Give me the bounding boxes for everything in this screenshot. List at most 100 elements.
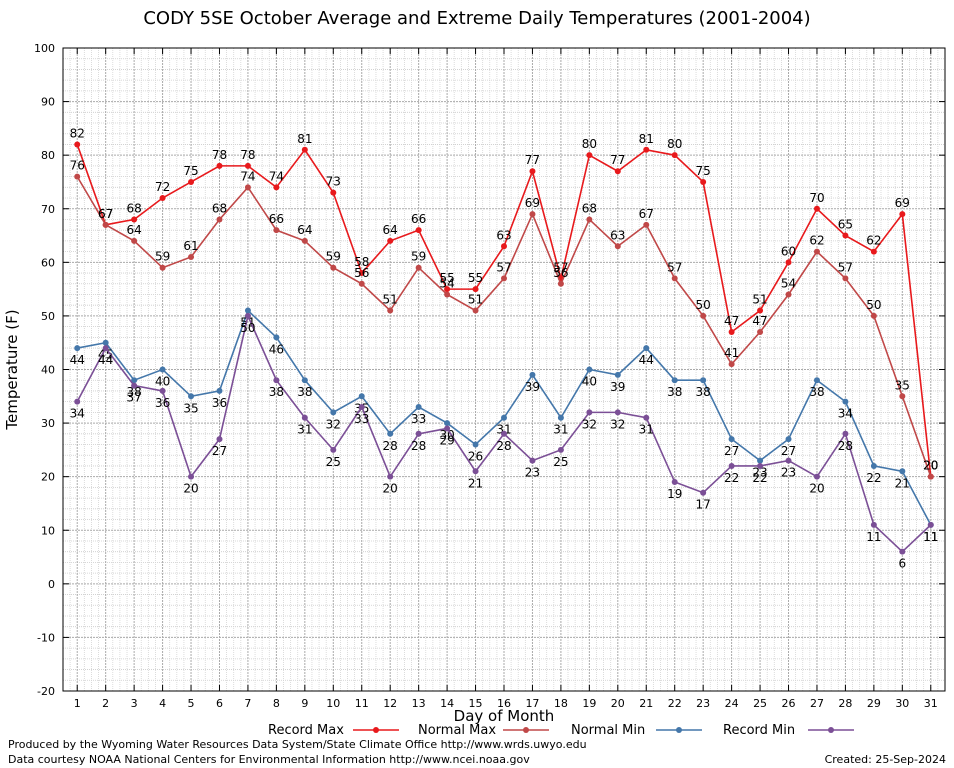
data-point [273,334,280,341]
data-label: 54 [781,276,796,290]
y-tick-label: 60 [41,256,55,269]
data-point [671,275,678,282]
data-point [472,307,479,314]
data-label: 27 [724,444,739,458]
data-label: 50 [696,298,711,312]
legend-swatch-marker [523,727,529,733]
data-label: 37 [126,391,141,405]
x-tick-label: 15 [469,697,483,710]
data-point [301,237,308,244]
data-label: 77 [610,153,625,167]
data-point [700,377,707,384]
data-label: 34 [70,407,85,421]
data-label: 20 [183,482,198,496]
data-label: 28 [838,439,853,453]
data-label: 23 [781,466,796,480]
data-point [899,548,906,555]
data-point [728,361,735,368]
data-point [899,468,906,475]
data-label: 41 [724,346,739,360]
data-point [358,404,365,411]
data-point [785,291,792,298]
data-point [273,184,280,191]
data-label: 35 [895,378,910,392]
data-label: 20 [809,482,824,496]
data-point [728,328,735,335]
data-label: 64 [297,223,312,237]
data-point [671,377,678,384]
x-tick-label: 20 [611,697,625,710]
data-point [842,398,849,405]
data-label: 47 [724,314,739,328]
data-point [529,211,536,218]
data-label: 58 [354,255,369,269]
data-label: 64 [126,223,141,237]
x-tick-label: 25 [753,697,767,710]
data-point [899,393,906,400]
data-label: 25 [553,455,568,469]
data-label: 51 [752,293,767,307]
y-tick-label: 90 [41,96,55,109]
x-tick-label: 4 [159,697,166,710]
data-point [813,248,820,255]
data-point [586,152,593,159]
data-label: 23 [525,466,540,480]
y-tick-label: 10 [41,524,55,537]
data-label: 36 [155,396,170,410]
x-tick-label: 5 [188,697,195,710]
x-tick-label: 10 [326,697,340,710]
y-tick-label: 0 [48,578,55,591]
data-point [131,382,138,389]
data-label: 28 [411,439,426,453]
data-label: 56 [553,266,568,280]
data-point [415,404,422,411]
data-label: 39 [525,380,540,394]
data-point [188,253,195,260]
legend-label: Record Min [723,723,795,738]
data-label: 73 [326,175,341,189]
data-point [74,345,81,352]
data-label: 69 [525,196,540,210]
data-point [444,286,451,293]
data-point [927,473,934,480]
x-tick-label: 23 [696,697,710,710]
data-label: 31 [297,423,312,437]
data-point [614,409,621,416]
data-point [501,430,507,437]
data-label: 74 [240,169,255,183]
x-tick-label: 18 [554,697,568,710]
x-tick-label: 24 [725,697,739,710]
data-label: 76 [70,159,85,173]
data-point [131,237,138,244]
data-point [273,377,280,384]
data-point [216,216,223,223]
data-label: 62 [809,234,824,248]
grid-lines [63,47,945,692]
data-point [102,345,109,352]
data-label: 68 [212,201,227,215]
x-tick-label: 6 [216,697,223,710]
data-point [159,195,166,202]
data-point [244,162,251,169]
data-label: 28 [383,439,398,453]
data-label: 57 [553,260,568,274]
data-label: 44 [639,353,654,367]
data-point [131,377,138,384]
data-label: 81 [639,132,654,146]
x-tick-label: 1 [74,697,81,710]
data-point [870,312,877,319]
data-label: 54 [439,276,454,290]
x-axis: 1 2 3 4 5 6 7 8 9 10 11 12 13 14 15 16 17 18 19 20 21 22 23 24 2… [74,48,938,710]
data-point [387,307,394,314]
data-label: 22 [866,471,881,485]
data-label: 44 [98,353,113,367]
data-label: 57 [496,260,511,274]
x-tick-label: 14 [440,697,454,710]
x-tick-label: 30 [895,697,909,710]
data-label: 20 [923,459,938,473]
data-label: 59 [411,250,426,264]
data-point [301,414,308,421]
data-label: 69 [895,196,910,210]
data-label: 31 [553,423,568,437]
data-label: 21 [468,476,483,490]
